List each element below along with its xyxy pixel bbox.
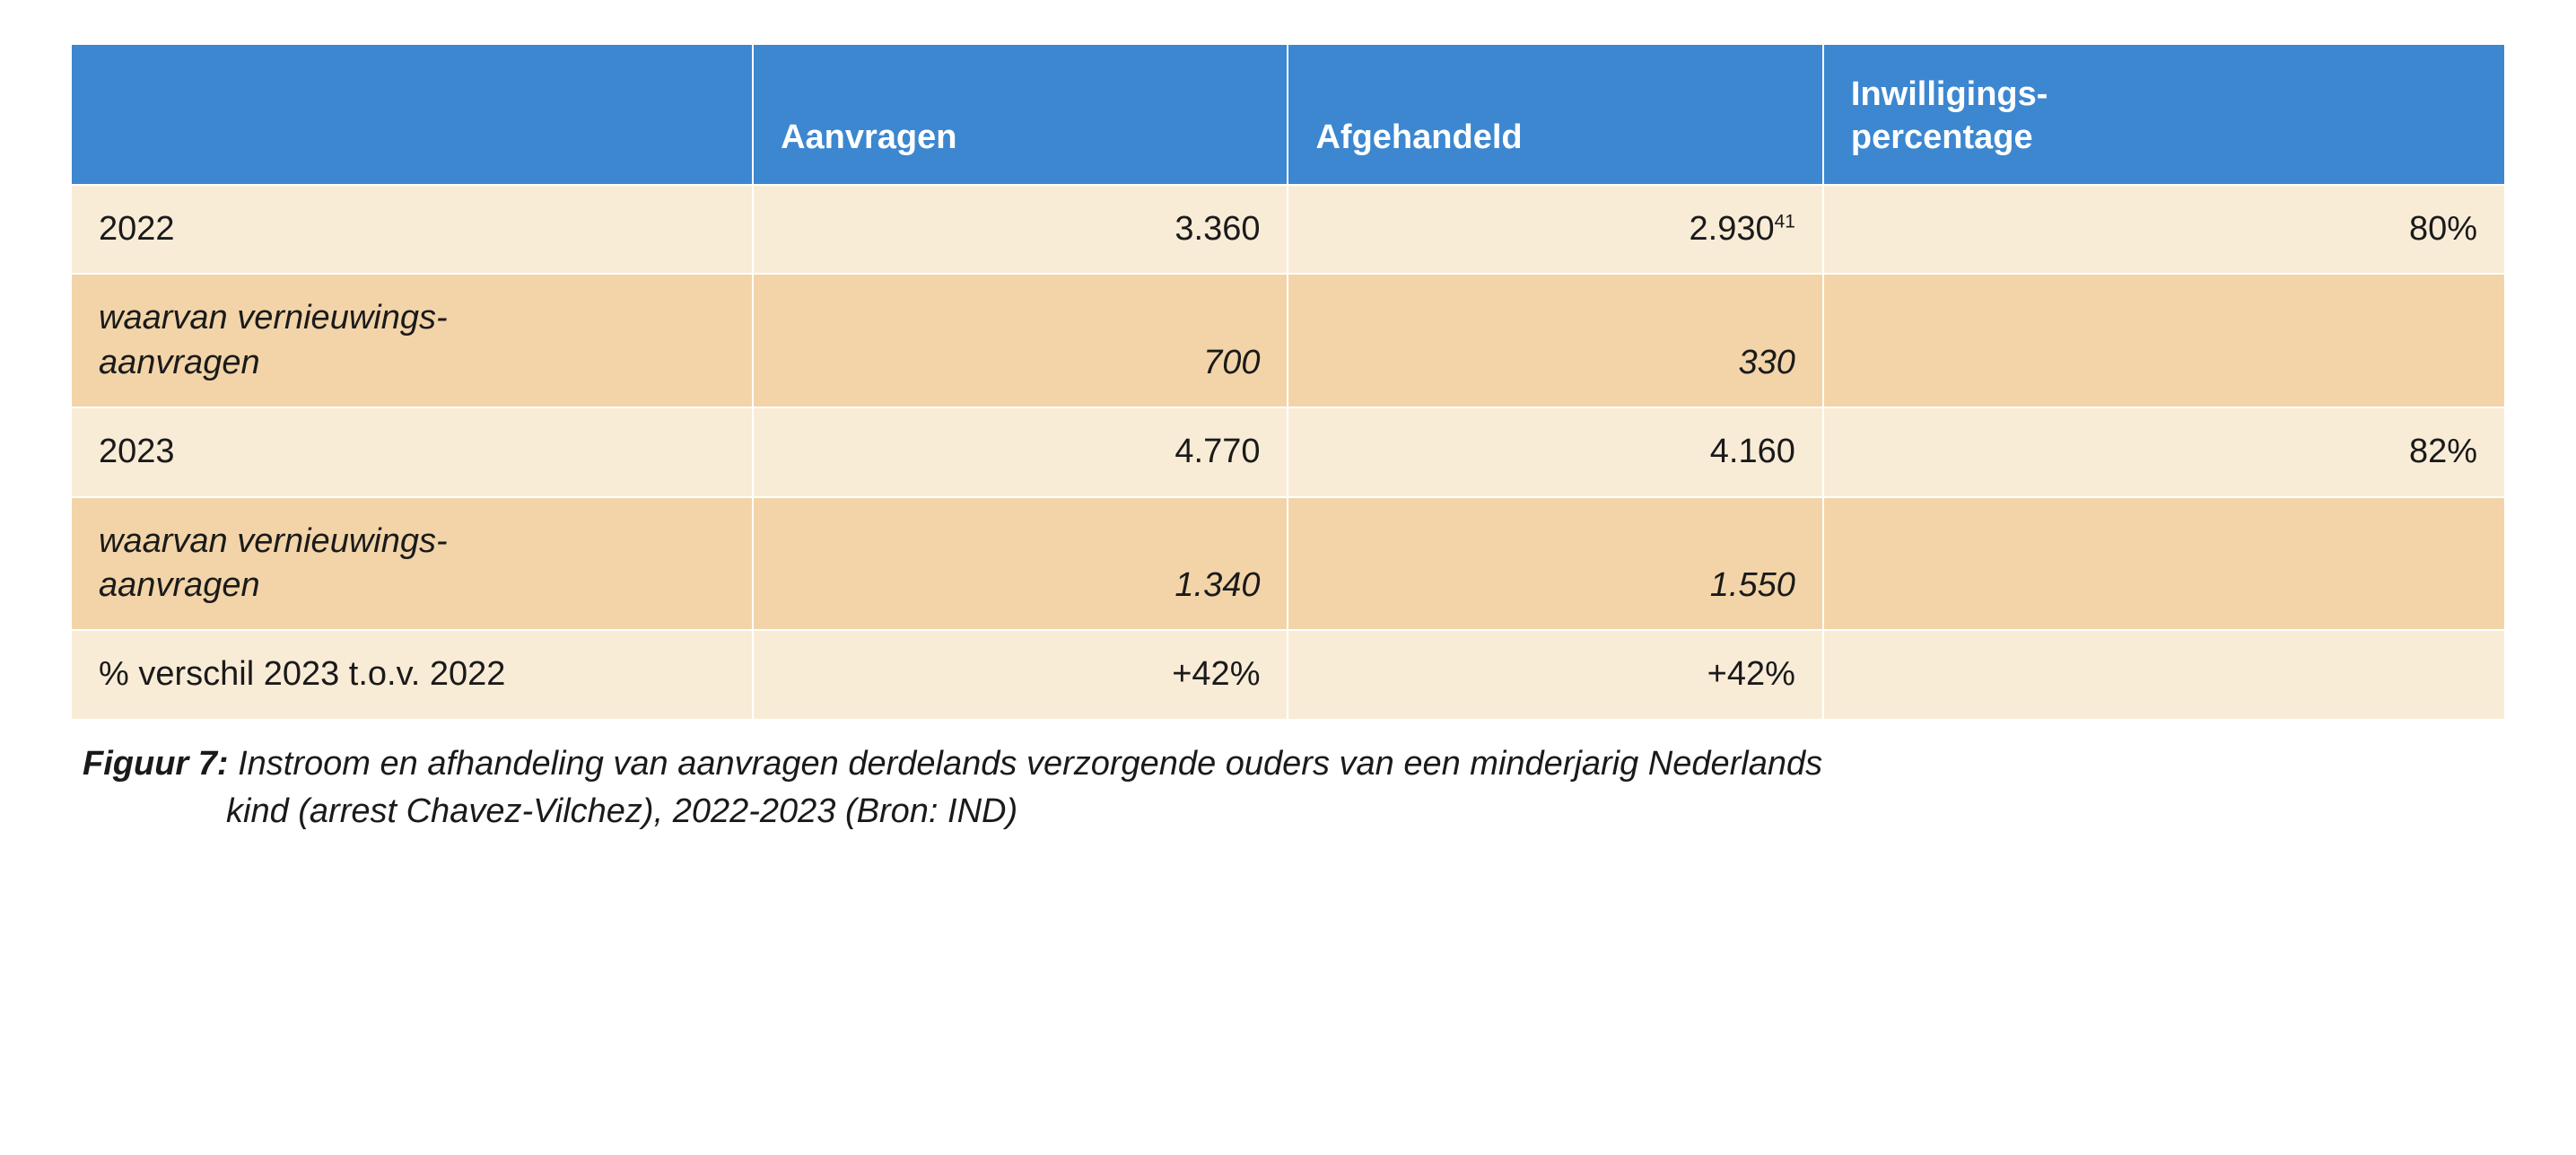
cell-afgehandeld: 2.93041 bbox=[1288, 185, 1822, 274]
caption-text-line1: Instroom en afhandeling van aanvragen de… bbox=[238, 745, 1822, 783]
cell-afgehandeld: 4.160 bbox=[1288, 407, 1822, 496]
table-header: Aanvragen Afgehandeld Inwilligings- perc… bbox=[72, 45, 2504, 185]
table-row: 2022 3.360 2.93041 80% bbox=[72, 185, 2504, 274]
table-row: waarvan vernieuwings- aanvragen 1.340 1.… bbox=[72, 497, 2504, 631]
cell-aanvragen: 3.360 bbox=[753, 185, 1288, 274]
cell-afgehandeld: 330 bbox=[1288, 274, 1822, 407]
row-label: 2023 bbox=[72, 407, 753, 496]
cell-afgehandeld: +42% bbox=[1288, 630, 1822, 718]
table-row: waarvan vernieuwings- aanvragen 700 330 bbox=[72, 274, 2504, 407]
header-inwilligingspercentage: Inwilligings- percentage bbox=[1823, 45, 2504, 185]
cell-aanvragen: +42% bbox=[753, 630, 1288, 718]
cell-percentage bbox=[1823, 274, 2504, 407]
footnote-ref: 41 bbox=[1775, 211, 1795, 232]
row-label-line2: aanvragen bbox=[99, 566, 260, 604]
row-label: 2022 bbox=[72, 185, 753, 274]
row-label: waarvan vernieuwings- aanvragen bbox=[72, 497, 753, 631]
caption-text-line2: kind (arrest Chavez-Vilchez), 2022-2023 … bbox=[226, 792, 1017, 830]
row-label-line2: aanvragen bbox=[99, 344, 260, 381]
header-afgehandeld: Afgehandeld bbox=[1288, 45, 1822, 185]
cell-afgehandeld: 1.550 bbox=[1288, 497, 1822, 631]
cell-aanvragen: 4.770 bbox=[753, 407, 1288, 496]
table-body: 2022 3.360 2.93041 80% waarvan vernieuwi… bbox=[72, 185, 2504, 719]
cell-percentage: 82% bbox=[1823, 407, 2504, 496]
table-row: 2023 4.770 4.160 82% bbox=[72, 407, 2504, 496]
header-col3-line1: Inwilligings- bbox=[1851, 75, 2048, 113]
row-label: waarvan vernieuwings- aanvragen bbox=[72, 274, 753, 407]
cell-percentage bbox=[1823, 630, 2504, 718]
row-label-line1: waarvan vernieuwings- bbox=[99, 299, 448, 337]
cell-afgehandeld-value: 2.930 bbox=[1690, 210, 1775, 248]
cell-aanvragen: 1.340 bbox=[753, 497, 1288, 631]
cell-aanvragen: 700 bbox=[753, 274, 1288, 407]
data-table: Aanvragen Afgehandeld Inwilligings- perc… bbox=[72, 45, 2504, 719]
header-aanvragen: Aanvragen bbox=[753, 45, 1288, 185]
cell-percentage bbox=[1823, 497, 2504, 631]
cell-percentage: 80% bbox=[1823, 185, 2504, 274]
header-empty bbox=[72, 45, 753, 185]
header-col3-line2: percentage bbox=[1851, 118, 2033, 156]
caption-label: Figuur 7: bbox=[83, 745, 229, 783]
figure-caption: Figuur 7: Instroom en afhandeling van aa… bbox=[72, 740, 2504, 836]
row-label-line1: waarvan vernieuwings- bbox=[99, 522, 448, 560]
table-row: % verschil 2023 t.o.v. 2022 +42% +42% bbox=[72, 630, 2504, 718]
row-label: % verschil 2023 t.o.v. 2022 bbox=[72, 630, 753, 718]
